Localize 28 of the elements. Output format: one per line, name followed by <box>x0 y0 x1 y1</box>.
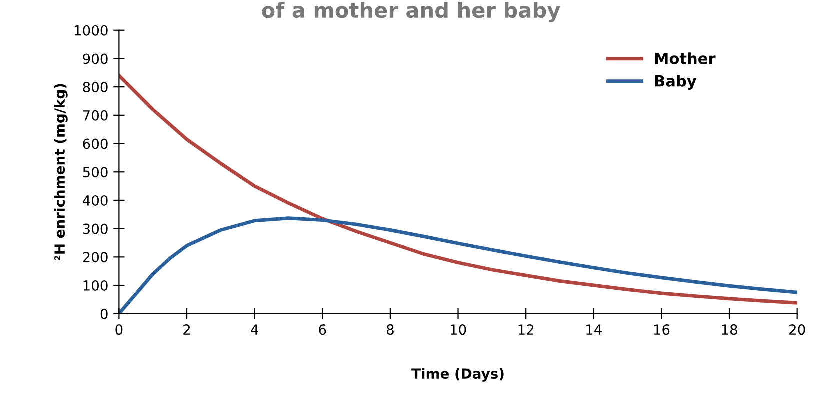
x-tick-label: 16 <box>654 324 670 336</box>
y-tick-label: 900 <box>83 54 108 64</box>
x-tick-label: 10 <box>450 324 466 336</box>
legend-label: Mother <box>655 52 716 64</box>
x-tick-label: 4 <box>251 324 258 335</box>
x-tick-label: 8 <box>386 324 394 336</box>
line-series <box>119 74 798 305</box>
y-tick-label: 1000 <box>74 25 108 36</box>
y-tick-label: 600 <box>83 138 108 150</box>
x-axis-title: Time (Days) <box>412 368 504 382</box>
y-tick-label: 100 <box>84 280 108 291</box>
x-tick-label: 2 <box>184 324 190 335</box>
chart-title: of a mother and her baby <box>262 2 560 22</box>
x-tick-label: 0 <box>116 324 123 336</box>
y-tick-label: 700 <box>83 110 108 121</box>
y-tick-label: 500 <box>83 167 108 178</box>
x-tick-label: 6 <box>319 324 326 336</box>
x-tick-label: 20 <box>790 324 806 336</box>
y-tick-label: 800 <box>83 82 108 93</box>
legend-label: Baby <box>655 75 697 90</box>
y-tick-label: 0 <box>100 308 108 320</box>
y-tick-label: 300 <box>83 224 108 234</box>
y-axis-title: ²H enrichment (mg/kg) <box>54 84 68 260</box>
y-tick-label: 400 <box>82 195 108 206</box>
x-tick-label: 12 <box>518 324 534 335</box>
x-tick-label: 14 <box>586 324 602 335</box>
y-tick-label: 200 <box>83 252 108 263</box>
x-tick-label: 18 <box>722 324 738 336</box>
